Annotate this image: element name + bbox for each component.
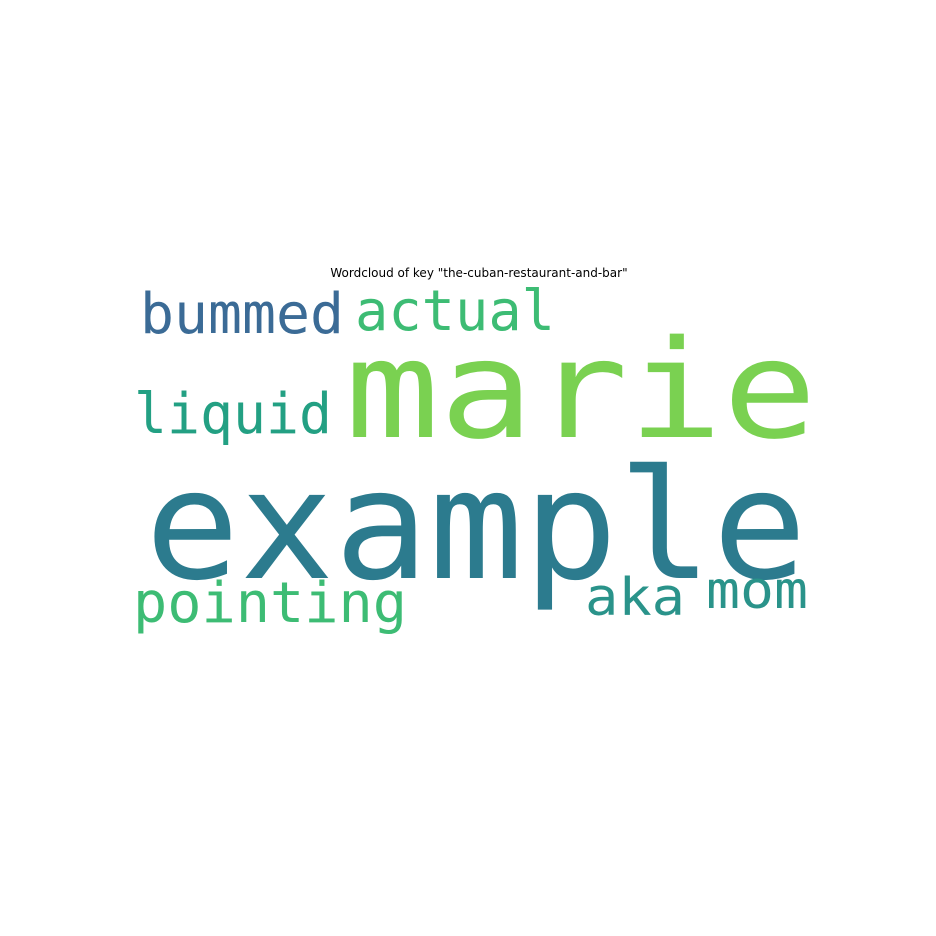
word-liquid: liquid — [134, 382, 332, 447]
word-pointing: pointing — [133, 571, 407, 636]
word-actual: actual — [355, 279, 555, 344]
word-aka: aka — [585, 568, 685, 628]
chart-title: Wordcloud of key "the-cuban-restaurant-a… — [330, 266, 628, 280]
word-example: example — [145, 437, 807, 614]
word-marie: marie — [345, 312, 817, 470]
word-bummed: bummed — [140, 282, 344, 347]
word-mom: mom — [706, 561, 808, 621]
